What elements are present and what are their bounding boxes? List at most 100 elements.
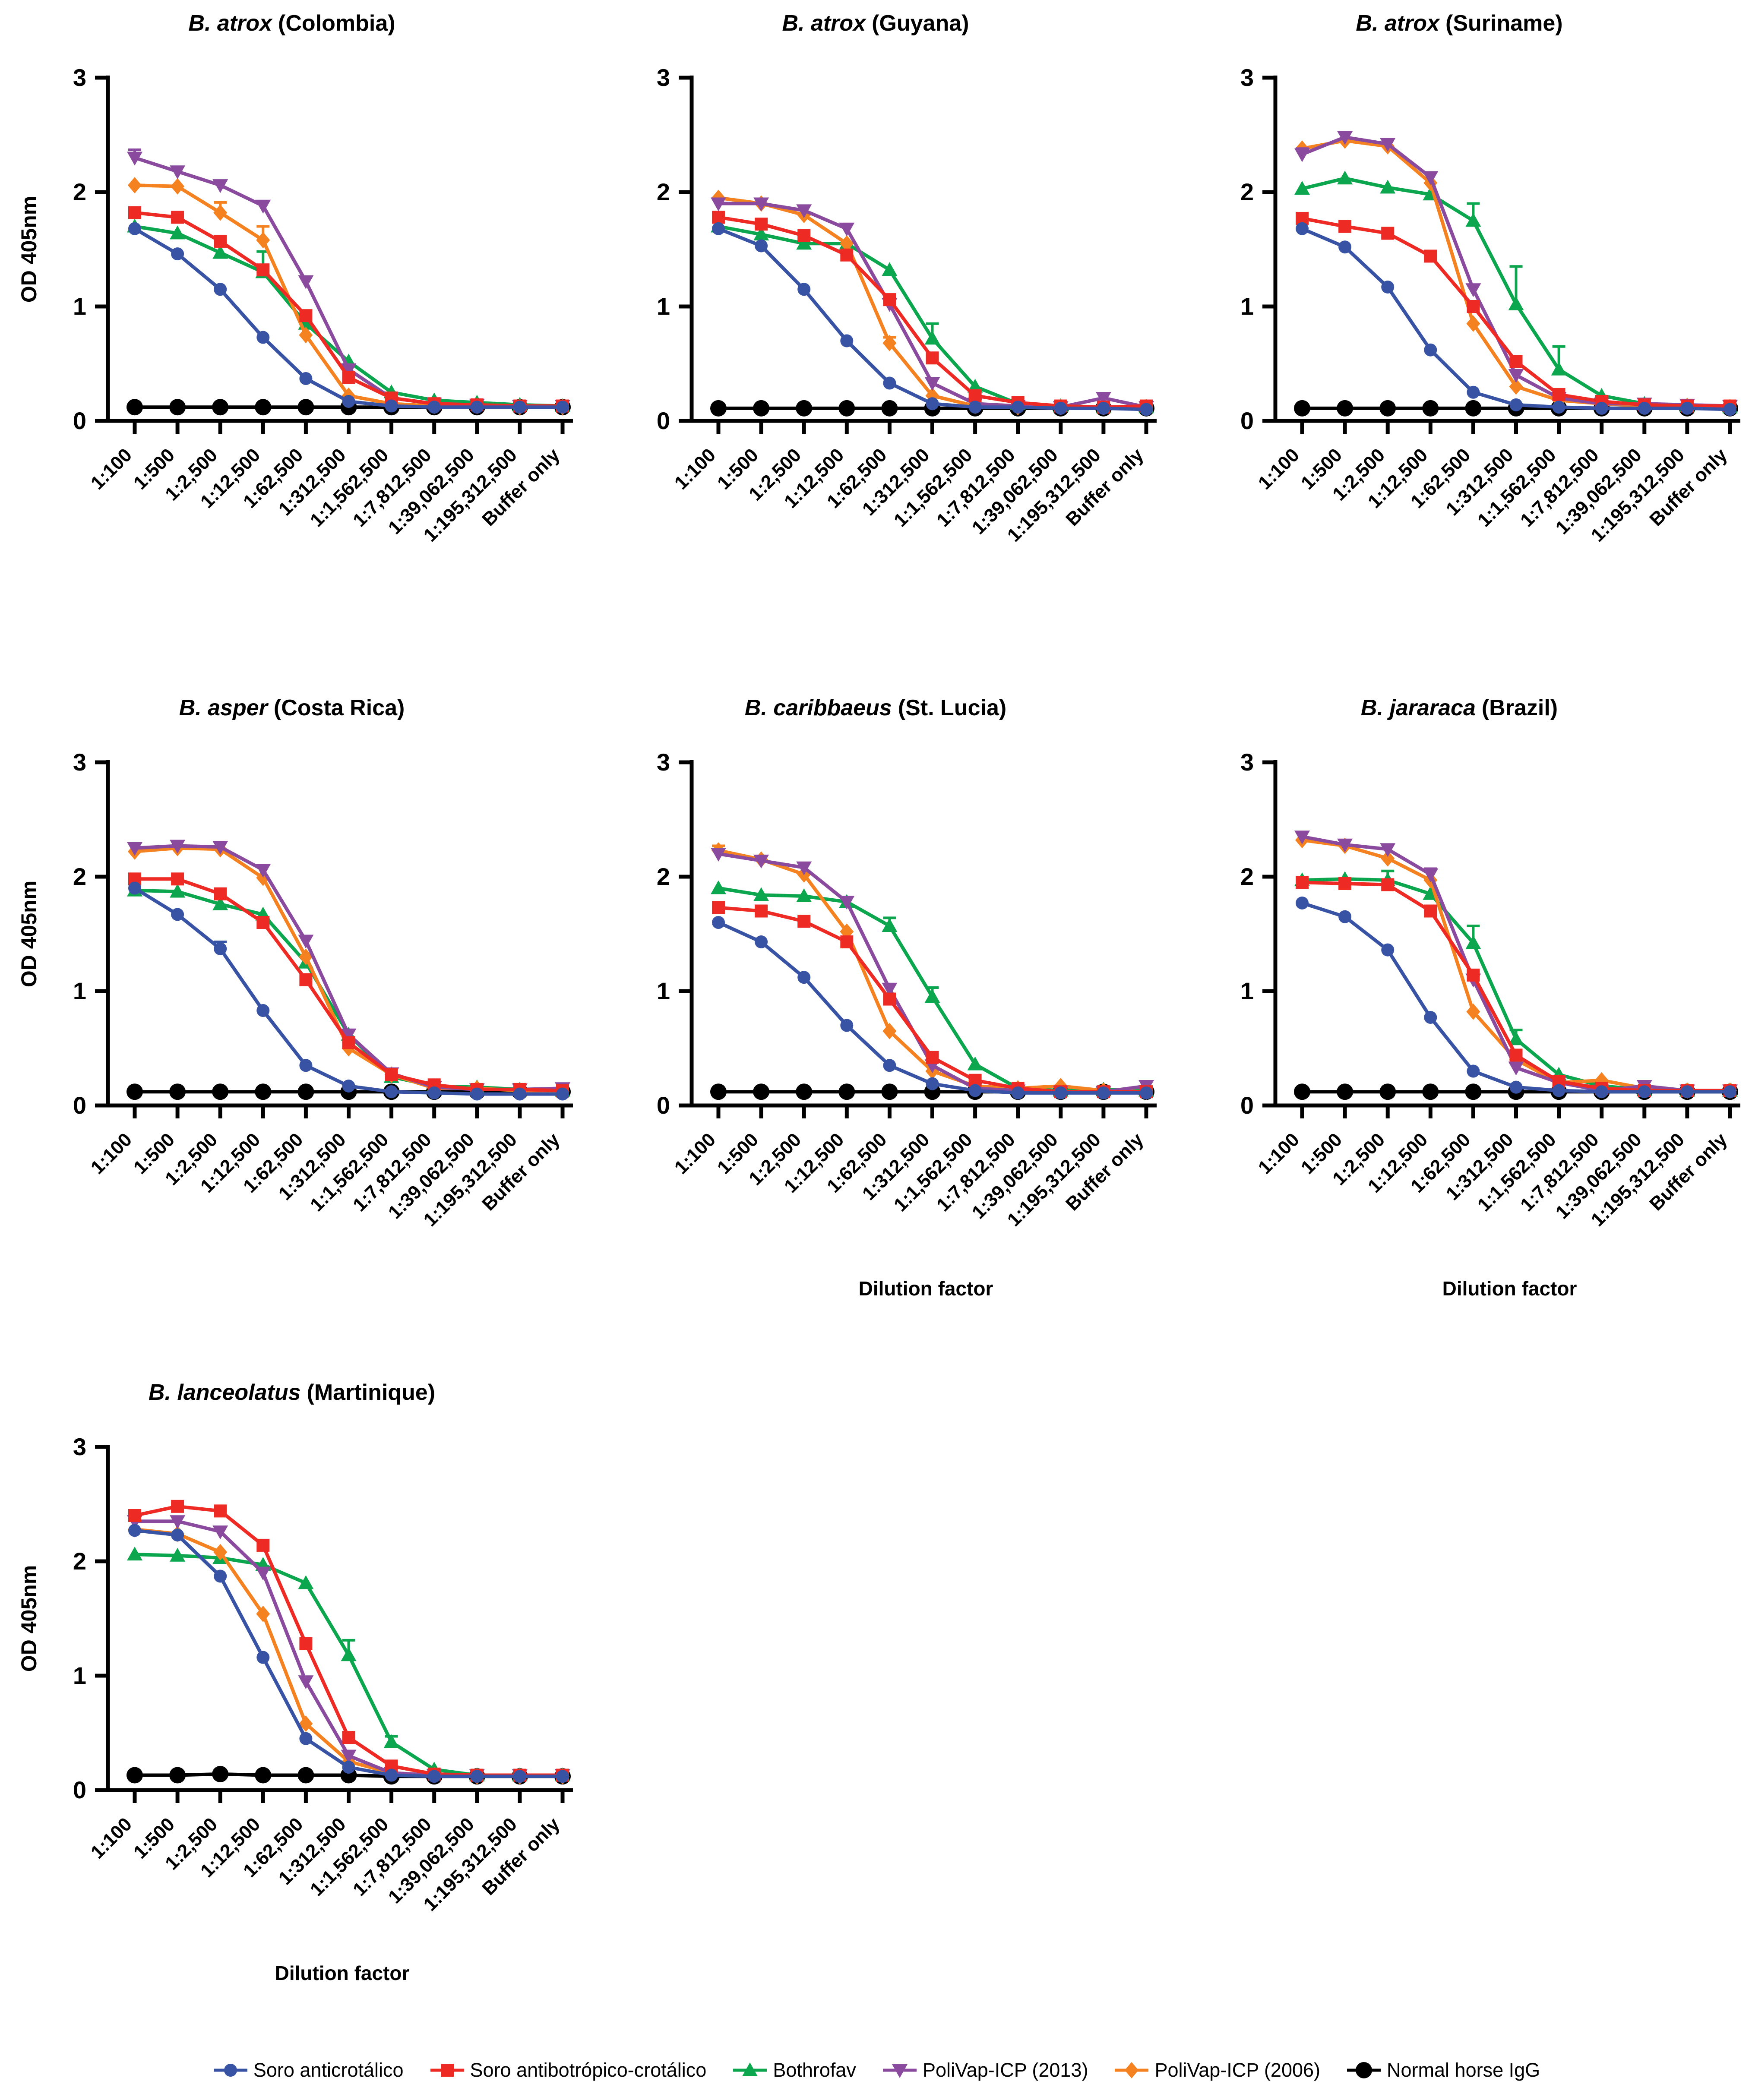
chart-title-location: (Suriname) bbox=[1445, 11, 1563, 36]
y-tick-label: 1 bbox=[73, 977, 86, 1004]
y-tick-label: 1 bbox=[1240, 293, 1254, 320]
series-soro-antibotropico-crotalico bbox=[128, 206, 569, 413]
chart-title: B. jararaca (Brazil) bbox=[1167, 695, 1751, 736]
chart-b-atrox-suriname: B. atrox (Suriname) 0 1 2 3 1:100 1:500 1:2,500… bbox=[1167, 3, 1751, 687]
chart-b-lanceolatus-martinique: B. lanceolatus (Martinique) 0 1 2 3 1:100 1:50… bbox=[0, 1372, 584, 2056]
charts-grid: B. atrox (Colombia) 0 1 2 3 1:100 1:500 1:2,500… bbox=[0, 3, 1751, 2056]
axes bbox=[679, 760, 1157, 1118]
axis-labels: 01231:1001:5001:2,5001:12,5001:62,5001:3… bbox=[1240, 64, 1732, 546]
axes bbox=[679, 76, 1157, 434]
y-tick-label: 2 bbox=[1240, 863, 1254, 890]
chart-canvas-colombia: 01231:1001:5001:2,5001:12,5001:62,5001:3… bbox=[17, 64, 573, 546]
x-axis-title: Dilution factor bbox=[275, 1962, 410, 1984]
x-tick-label: 1:100 bbox=[87, 1813, 136, 1863]
chart-canvas-martinique: 01231:1001:5001:2,5001:12,5001:62,5001:3… bbox=[17, 1433, 573, 1984]
y-tick-label: 3 bbox=[1240, 64, 1254, 91]
legend: Soro anticrotálico Soro antibotrópico-cr… bbox=[0, 2059, 1752, 2081]
x-tick-label: 1:100 bbox=[1254, 1129, 1303, 1178]
chart-title: B. atrox (Suriname) bbox=[1167, 10, 1751, 52]
y-tick-label: 0 bbox=[657, 407, 670, 434]
y-tick-label: 3 bbox=[73, 64, 86, 91]
legend-marker-circle-blue bbox=[213, 2064, 247, 2077]
y-tick-label: 1 bbox=[1240, 977, 1254, 1004]
y-tick-label: 3 bbox=[1240, 748, 1254, 776]
legend-item-polivap-icp-2013: PoliVap-ICP (2013) bbox=[881, 2059, 1088, 2081]
y-tick-label: 2 bbox=[73, 863, 86, 890]
axes bbox=[95, 76, 573, 434]
legend-item-polivap-icp-2006: PoliVap-ICP (2006) bbox=[1113, 2059, 1320, 2081]
legend-label: Soro antibotrópico-crotálico bbox=[470, 2059, 707, 2081]
x-tick-label: 1:100 bbox=[670, 444, 720, 493]
axis-labels: 01231:1001:5001:2,5001:12,5001:62,5001:3… bbox=[657, 748, 1148, 1300]
legend-label: Normal horse IgG bbox=[1387, 2059, 1540, 2081]
y-axis-title: OD 405nm bbox=[17, 196, 41, 303]
chart-title-location: (St. Lucia) bbox=[898, 695, 1007, 720]
series-soro-anticrotalico bbox=[1296, 896, 1736, 1099]
y-tick-label: 2 bbox=[73, 178, 86, 205]
legend-item-soro-anticrotalico: Soro anticrotálico bbox=[212, 2059, 404, 2081]
chart-title-location: (Guyana) bbox=[872, 11, 969, 36]
y-tick-label: 2 bbox=[657, 863, 670, 890]
legend-label: Bothrofav bbox=[773, 2059, 856, 2081]
series-soro-anticrotalico bbox=[712, 916, 1153, 1099]
chart-title-species: B. asper bbox=[179, 695, 268, 720]
y-tick-label: 1 bbox=[657, 977, 670, 1004]
axes bbox=[1262, 76, 1740, 434]
chart-canvas-costa-rica: 01231:1001:5001:2,5001:12,5001:62,5001:3… bbox=[17, 748, 573, 1231]
chart-title-species: B. atrox bbox=[188, 11, 272, 36]
y-tick-label: 0 bbox=[1240, 407, 1254, 434]
series-soro-anticrotalico bbox=[1296, 222, 1736, 416]
y-axis-title: OD 405nm bbox=[17, 881, 41, 987]
chart-canvas-brazil: 01231:1001:5001:2,5001:12,5001:62,5001:3… bbox=[1240, 748, 1740, 1300]
chart-title: B. caribbaeus (St. Lucia) bbox=[584, 695, 1167, 736]
chart-b-atrox-guyana: B. atrox (Guyana) 0 1 2 3 1:100 1:500 1:2,500 1:… bbox=[584, 3, 1167, 687]
y-tick-label: 0 bbox=[1240, 1092, 1254, 1119]
y-tick-label: 1 bbox=[73, 1662, 86, 1689]
y-tick-label: 0 bbox=[73, 1092, 86, 1119]
y-tick-label: 3 bbox=[657, 64, 670, 91]
chart-title-species: B. jararaca bbox=[1360, 695, 1476, 720]
chart-title: B. lanceolatus (Martinique) bbox=[0, 1380, 584, 1421]
y-tick-label: 3 bbox=[73, 1433, 86, 1460]
legend-marker-diamond-orange bbox=[1115, 2062, 1149, 2078]
series-soro-anticrotalico bbox=[128, 222, 569, 414]
chart-canvas-st-lucia: 01231:1001:5001:2,5001:12,5001:62,5001:3… bbox=[657, 748, 1157, 1300]
series-bothrofav bbox=[127, 882, 570, 1097]
legend-item-soro-antibotropico-crotalico: Soro antibotrópico-crotálico bbox=[429, 2059, 707, 2081]
chart-title-species: B. lanceolatus bbox=[148, 1380, 301, 1405]
axes bbox=[1262, 760, 1740, 1118]
chart-canvas-suriname: 01231:1001:5001:2,5001:12,5001:62,5001:3… bbox=[1240, 64, 1740, 546]
x-tick-label: 1:100 bbox=[670, 1129, 720, 1178]
legend-marker-triangle-down-purple bbox=[882, 2064, 917, 2078]
y-tick-label: 3 bbox=[73, 748, 86, 776]
chart-b-asper-costa-rica: B. asper (Costa Rica) 0 1 2 3 1:100 1:500 1:2,5… bbox=[0, 687, 584, 1372]
x-tick-label: 1:100 bbox=[1254, 444, 1303, 493]
legend-marker-triangle-green bbox=[733, 2062, 767, 2076]
chart-b-atrox-colombia: B. atrox (Colombia) 0 1 2 3 1:100 1:500 1:2,500… bbox=[0, 3, 584, 687]
x-tick-label: 1:100 bbox=[87, 444, 136, 493]
series-soro-antibotropico-crotalico bbox=[128, 872, 569, 1097]
chart-title-species: B. caribbaeus bbox=[744, 695, 892, 720]
series-polivap-icp-2013 bbox=[1294, 831, 1738, 1099]
legend-marker-circle-black bbox=[1347, 2062, 1381, 2078]
chart-title-species: B. atrox bbox=[1356, 11, 1439, 36]
series-soro-anticrotalico bbox=[128, 1524, 569, 1783]
y-tick-label: 0 bbox=[73, 1776, 86, 1803]
y-axis-title: OD 405nm bbox=[17, 1565, 41, 1672]
chart-b-caribbaeus-st-lucia: B. caribbaeus (St. Lucia) 0 1 2 3 1:100 1:500 1… bbox=[584, 687, 1167, 1372]
legend-label: Soro anticrotálico bbox=[253, 2059, 404, 2081]
chart-title-location: (Colombia) bbox=[278, 11, 395, 36]
x-tick-label: 1:100 bbox=[87, 1129, 136, 1178]
chart-title: B. atrox (Colombia) bbox=[0, 10, 584, 52]
series-polivap-icp-2006 bbox=[128, 840, 569, 1100]
y-tick-label: 0 bbox=[657, 1092, 670, 1119]
y-tick-label: 3 bbox=[657, 748, 670, 776]
series-soro-anticrotalico bbox=[712, 222, 1153, 416]
legend-label: PoliVap-ICP (2013) bbox=[922, 2059, 1088, 2081]
legend-item-bothrofav: Bothrofav bbox=[731, 2059, 856, 2081]
legend-marker-square-red bbox=[430, 2064, 464, 2077]
axes bbox=[95, 760, 573, 1118]
y-tick-label: 2 bbox=[73, 1547, 86, 1575]
y-tick-label: 0 bbox=[73, 407, 86, 434]
